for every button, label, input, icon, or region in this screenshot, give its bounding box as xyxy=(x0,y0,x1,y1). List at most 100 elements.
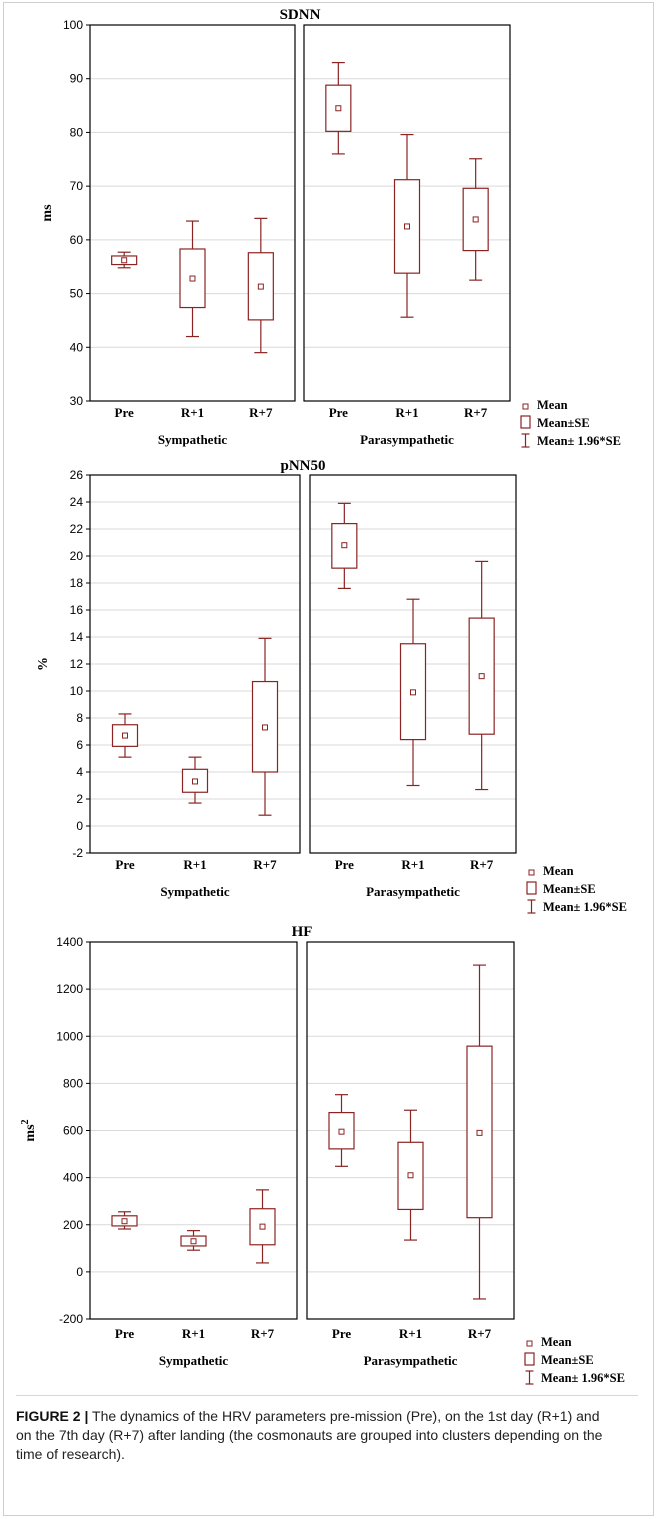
chart-title: SDNN xyxy=(280,7,321,23)
panel-parasympathetic: Pre R+1 R+7 Parasympathetic xyxy=(309,474,517,899)
box-rplus7 xyxy=(247,217,274,354)
y-tick-label: 26 xyxy=(70,468,84,482)
mean-point xyxy=(476,1129,483,1136)
box-rplus1 xyxy=(180,1230,207,1251)
x-tick-label: R+1 xyxy=(181,405,204,420)
se-box xyxy=(328,1111,355,1150)
legend-ci-label: Mean± 1.96*SE xyxy=(537,434,621,448)
legend-mean-marker xyxy=(522,403,529,410)
y-tick-label: 6 xyxy=(76,738,83,752)
mean-point xyxy=(478,673,485,680)
y-tick-label: 600 xyxy=(63,1124,83,1138)
group-label: Parasympathetic xyxy=(360,432,454,447)
caption-text: The dynamics of the HRV parameters pre-m… xyxy=(16,1408,603,1462)
y-tick-label: 24 xyxy=(70,495,84,509)
y-axis-label-superscript: 2 xyxy=(20,1119,31,1124)
legend: Mean Mean±SE Mean± 1.96*SE xyxy=(524,1335,625,1385)
mean-point xyxy=(257,283,264,290)
y-tick-label: 20 xyxy=(70,549,84,563)
group-label: Parasympathetic xyxy=(366,884,460,899)
mean-point xyxy=(341,542,348,549)
y-axis-label: ms xyxy=(40,204,55,222)
panel-frame xyxy=(309,474,517,854)
x-tick-label: Pre xyxy=(335,857,354,872)
mean-point xyxy=(410,689,416,696)
x-tick-label: R+7 xyxy=(251,1326,275,1341)
legend-mean-label: Mean xyxy=(543,864,574,878)
y-tick-label: 200 xyxy=(63,1218,83,1232)
y-tick-label: 0 xyxy=(76,1265,83,1279)
mean-point xyxy=(338,1128,345,1135)
y-tick-label: -200 xyxy=(59,1312,83,1326)
x-tick-label: R+7 xyxy=(468,1326,492,1341)
mean-point xyxy=(259,1223,266,1230)
y-tick-label: 400 xyxy=(63,1171,83,1185)
caption-divider xyxy=(16,1395,638,1396)
group-label: Sympathetic xyxy=(159,1353,229,1368)
se-box xyxy=(249,1208,276,1246)
panel-frame xyxy=(306,941,515,1320)
mean-point xyxy=(192,778,198,785)
y-tick-label: 60 xyxy=(70,233,84,247)
mean-point xyxy=(407,1172,414,1179)
x-tick-label: R+7 xyxy=(470,857,494,872)
legend-se-marker xyxy=(526,881,537,895)
box-pre xyxy=(111,251,138,269)
box-rplus1 xyxy=(397,1109,424,1241)
panel-parasympathetic: Pre R+1 R+7 Parasympathetic xyxy=(306,941,515,1368)
legend-ci-label: Mean± 1.96*SE xyxy=(541,1371,625,1385)
y-tick-label: 1400 xyxy=(56,935,83,949)
mean-point xyxy=(189,275,196,282)
box-rplus7 xyxy=(462,158,489,281)
legend-se-marker xyxy=(524,1352,535,1366)
panel-frame xyxy=(303,24,511,402)
group-label: Parasympathetic xyxy=(364,1353,458,1368)
mean-point xyxy=(262,724,268,731)
chart-title: HF xyxy=(292,924,313,940)
mean-point xyxy=(472,216,479,223)
group-label: Sympathetic xyxy=(158,432,228,447)
x-tick-label: R+1 xyxy=(399,1326,422,1341)
box-rplus1 xyxy=(393,133,421,318)
mean-point xyxy=(404,223,410,230)
y-axis-label: ms2 xyxy=(20,1119,38,1141)
box-pre xyxy=(111,1211,138,1230)
y-tick-label: 14 xyxy=(70,630,84,644)
legend-se-label: Mean±SE xyxy=(543,882,596,896)
y-tick-label: 70 xyxy=(70,179,84,193)
mean-point xyxy=(121,1218,128,1225)
legend-mean-marker xyxy=(526,1340,533,1347)
panel-frame xyxy=(89,24,296,402)
legend-se-label: Mean±SE xyxy=(537,416,590,430)
y-tick-label: -2 xyxy=(72,846,83,860)
x-tick-label: R+1 xyxy=(395,405,418,420)
legend-se-label: Mean±SE xyxy=(541,1353,594,1367)
panel-frame xyxy=(89,941,298,1320)
y-tick-label: 40 xyxy=(70,340,84,354)
legend: Mean Mean±SE Mean± 1.96*SE xyxy=(526,864,627,914)
y-tick-label: 1200 xyxy=(56,982,83,996)
chart-sdnn: SDNN ms 30 40 50 60 70 80 90 100 Pre R+1 R+7 Sympathe… xyxy=(40,7,621,448)
y-tick-label: 0 xyxy=(76,819,83,833)
y-tick-label: 1000 xyxy=(56,1029,83,1043)
y-tick-label: 800 xyxy=(63,1076,83,1090)
box-rplus7 xyxy=(251,637,279,816)
panel-sympathetic: Pre R+1 R+7 Sympathetic xyxy=(89,474,301,899)
mean-point xyxy=(335,105,342,112)
box-rplus7 xyxy=(468,560,495,791)
panel-sympathetic: Pre R+1 R+7 Sympathetic xyxy=(89,24,296,447)
chart-title: pNN50 xyxy=(280,458,325,474)
caption-label: FIGURE 2 | xyxy=(16,1408,89,1424)
x-tick-label: R+1 xyxy=(182,1326,205,1341)
x-tick-label: Pre xyxy=(115,405,134,420)
y-tick-label: 100 xyxy=(63,18,83,32)
box-rplus7 xyxy=(249,1189,276,1264)
mean-point xyxy=(122,732,128,739)
mean-point xyxy=(190,1238,197,1245)
y-tick-label: 50 xyxy=(70,287,84,301)
y-tick-label: 12 xyxy=(70,657,84,671)
x-tick-label: R+7 xyxy=(464,405,488,420)
box-pre xyxy=(331,502,358,590)
